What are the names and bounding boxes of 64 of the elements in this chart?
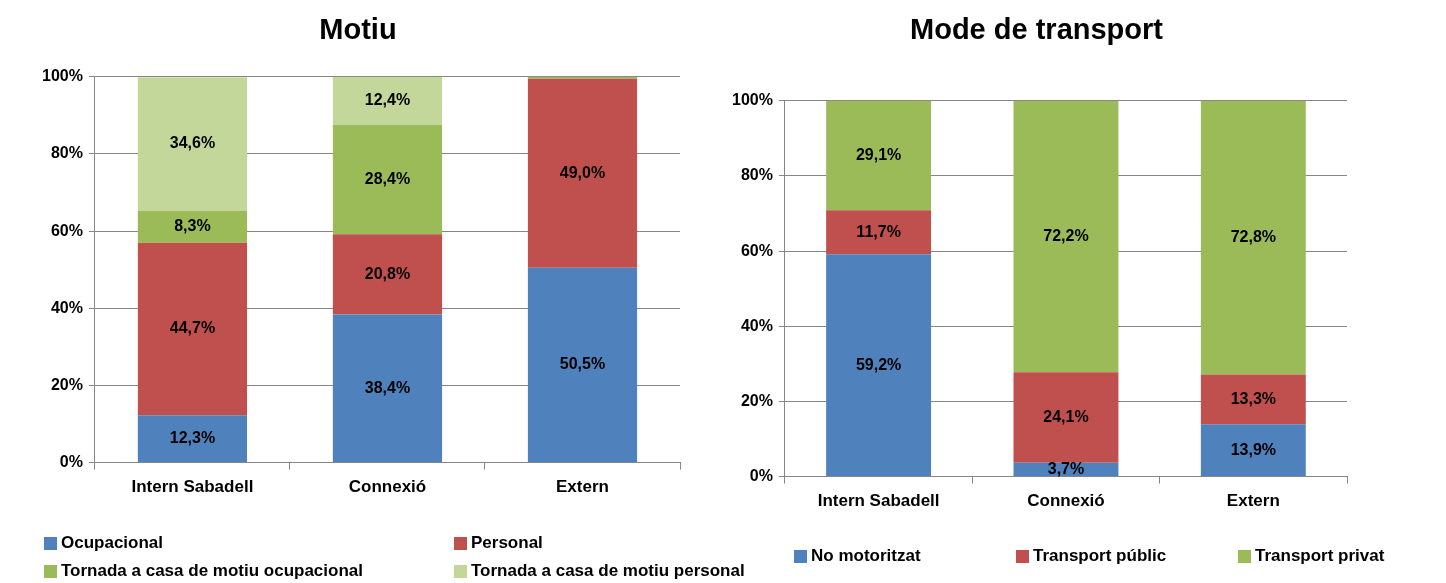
data-label: 49,0% <box>559 163 606 181</box>
bar <box>1013 372 1119 463</box>
y-tick-label: 80% <box>740 166 773 184</box>
chart-title: Mode de transport <box>910 13 1164 46</box>
y-tick-label: 40% <box>740 316 773 334</box>
data-label: 20,8% <box>364 264 411 282</box>
bar <box>137 415 248 463</box>
bar <box>137 242 248 416</box>
y-tick-label: 0% <box>749 467 773 485</box>
bar <box>1200 100 1306 375</box>
data-label: 3,7% <box>1047 459 1085 477</box>
data-label: 44,7% <box>169 319 216 337</box>
x-tick-label: Intern Sabadell <box>817 491 940 511</box>
y-tick-label: 20% <box>740 391 773 409</box>
bar <box>1013 100 1119 373</box>
data-label: 8,3% <box>174 217 211 235</box>
bar <box>137 210 248 243</box>
data-label: 24,1% <box>1043 407 1089 425</box>
y-tick-label: 20% <box>50 375 83 393</box>
data-label: 72,2% <box>1043 226 1089 244</box>
x-tick-label: Connexió <box>1027 491 1105 511</box>
chart-title: Motiu <box>319 13 397 46</box>
bar <box>527 78 638 268</box>
bar <box>332 234 443 315</box>
y-tick-label: 100% <box>42 67 83 85</box>
data-label: 11,7% <box>856 222 901 240</box>
data-label: 28,4% <box>364 169 411 187</box>
legend-label: Transport privat <box>1255 546 1385 566</box>
legend-label: Tornada a casa de motiu personal <box>471 561 745 581</box>
data-label: 13,9% <box>1230 440 1277 458</box>
y-tick-label: 0% <box>59 453 83 471</box>
data-label: 13,3% <box>1230 389 1277 407</box>
legend-label: Tornada a casa de motiu ocupacional <box>61 561 363 581</box>
data-label: 38,4% <box>364 378 411 396</box>
bar <box>332 124 443 235</box>
bar <box>826 254 932 477</box>
y-tick-label: 40% <box>50 298 83 316</box>
bar <box>332 314 443 463</box>
bar <box>1200 424 1306 477</box>
legend-label: No motoritzat <box>811 546 921 566</box>
data-label: 34,6% <box>169 134 216 152</box>
legend-label: Personal <box>471 533 543 553</box>
bar <box>137 77 248 211</box>
y-tick-label: 60% <box>740 241 773 259</box>
bar <box>1200 374 1306 425</box>
bar <box>826 210 932 255</box>
bar <box>826 100 932 211</box>
legend-label: Transport públic <box>1033 546 1167 566</box>
data-label: 50,5% <box>559 355 606 373</box>
x-tick-label: Connexió <box>348 477 427 497</box>
data-label: 12,3% <box>169 429 216 447</box>
bar <box>527 267 638 463</box>
data-label: 72,8% <box>1230 228 1277 245</box>
y-tick-label: 100% <box>732 91 773 109</box>
x-tick-label: Extern <box>1226 491 1280 511</box>
y-tick-label: 80% <box>50 144 83 162</box>
y-tick-label: 60% <box>50 221 83 239</box>
data-label: 59,2% <box>855 355 902 373</box>
legend-label: Ocupacional <box>61 533 164 553</box>
data-label: 12,4% <box>364 91 411 109</box>
data-label: 29,1% <box>855 145 902 163</box>
x-tick-label: Extern <box>556 477 609 497</box>
bar <box>332 76 443 125</box>
x-tick-label: Intern Sabadell <box>131 477 254 497</box>
